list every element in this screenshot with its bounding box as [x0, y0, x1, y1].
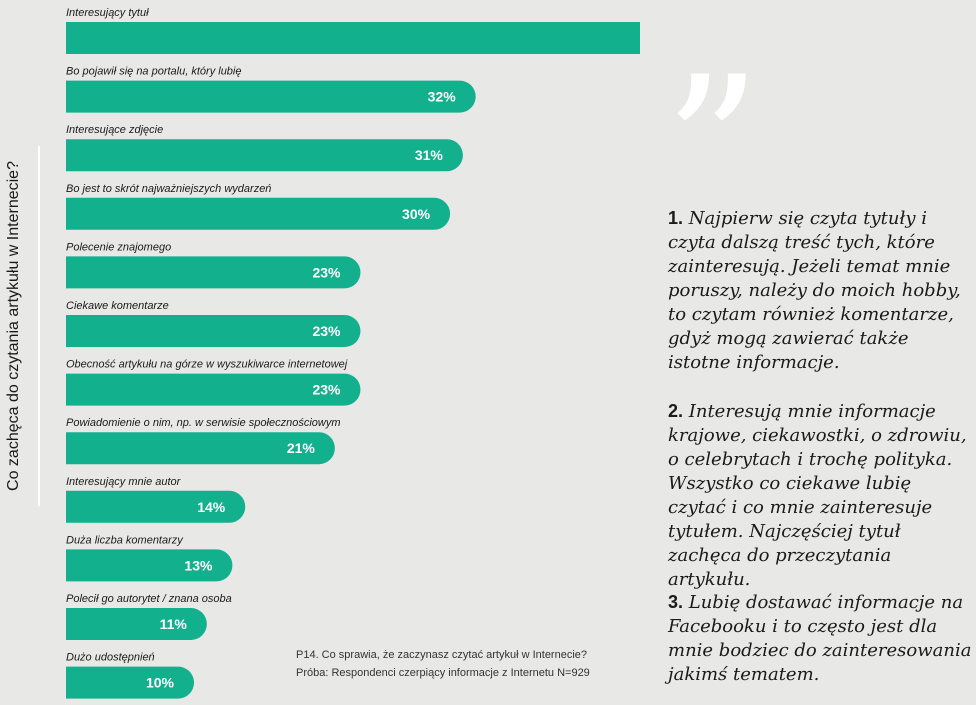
- category-label: Polecił go autorytet / znana osoba: [66, 593, 232, 605]
- value-label: 23%: [312, 323, 341, 339]
- category-label: Bo pojawił się na portalu, który lubię: [66, 66, 241, 78]
- quote-1-number: 1.: [668, 208, 684, 228]
- bar: [66, 666, 195, 699]
- value-label: 23%: [312, 264, 341, 280]
- bar: [66, 432, 335, 465]
- title-rule: [38, 146, 40, 506]
- bar: [66, 197, 451, 230]
- survey-sample: Próba: Respondenci czerpiący informacje …: [296, 667, 590, 679]
- quote-3-text: Lubię dostawać informacje na Facebooku i…: [668, 592, 972, 685]
- value-label: 32%: [428, 89, 457, 105]
- quote-2-number: 2.: [668, 401, 684, 421]
- value-label: 31%: [415, 147, 444, 163]
- bar-chart: Interesujący tytuł66%Bo pojawił się na p…: [66, 7, 640, 699]
- category-label: Obecność artykułu na górze w wyszukiwarc…: [66, 359, 348, 371]
- quote-2: 2. Interesują mnie informacje krajowe, c…: [668, 399, 974, 592]
- bar: [66, 80, 476, 113]
- category-label: Interesujące zdjęcie: [66, 124, 163, 136]
- category-label: Polecenie znajomego: [66, 241, 171, 253]
- value-label: 21%: [287, 440, 316, 456]
- bar: [66, 549, 233, 582]
- bar: [66, 373, 361, 406]
- category-label: Ciekawe komentarze: [66, 300, 169, 312]
- value-label: 23%: [312, 382, 341, 398]
- category-label: Dużo udostępnień: [66, 652, 155, 664]
- bar: [66, 256, 361, 289]
- quote-2-text: Interesują mnie informacje krajowe, ciek…: [668, 401, 967, 590]
- quote-3: 3. Lubię dostawać informacje na Facebook…: [668, 590, 974, 687]
- bar: [66, 608, 207, 640]
- quote-3-number: 3.: [668, 592, 684, 612]
- bar: [66, 139, 463, 172]
- value-label: 14%: [197, 499, 226, 515]
- category-label: Powiadomienie o nim, np. w serwisie społ…: [66, 417, 341, 429]
- value-label: 13%: [184, 557, 213, 573]
- quote-1: 1. Najpierw się czyta tytuły i czyta dal…: [668, 206, 974, 375]
- category-label: Bo jest to skrót najważniejszych wydarze…: [66, 183, 271, 195]
- footnote: P14. Co sprawia, że zaczynasz czytać art…: [296, 646, 590, 682]
- category-label: Interesujący mnie autor: [66, 476, 182, 488]
- value-label: 11%: [160, 616, 188, 632]
- value-label: 10%: [146, 675, 175, 691]
- bar: [66, 22, 640, 54]
- quote-mark-icon: ”: [664, 36, 762, 257]
- bar: [66, 315, 361, 347]
- value-label: 30%: [402, 206, 431, 222]
- quote-1-text: Najpierw się czyta tytuły i czyta dalszą…: [668, 208, 961, 373]
- category-label: Interesujący tytuł: [66, 7, 149, 19]
- category-label: Duża liczba komentarzy: [66, 534, 184, 546]
- survey-question: P14. Co sprawia, że zaczynasz czytać art…: [296, 649, 588, 661]
- bar: [66, 490, 246, 523]
